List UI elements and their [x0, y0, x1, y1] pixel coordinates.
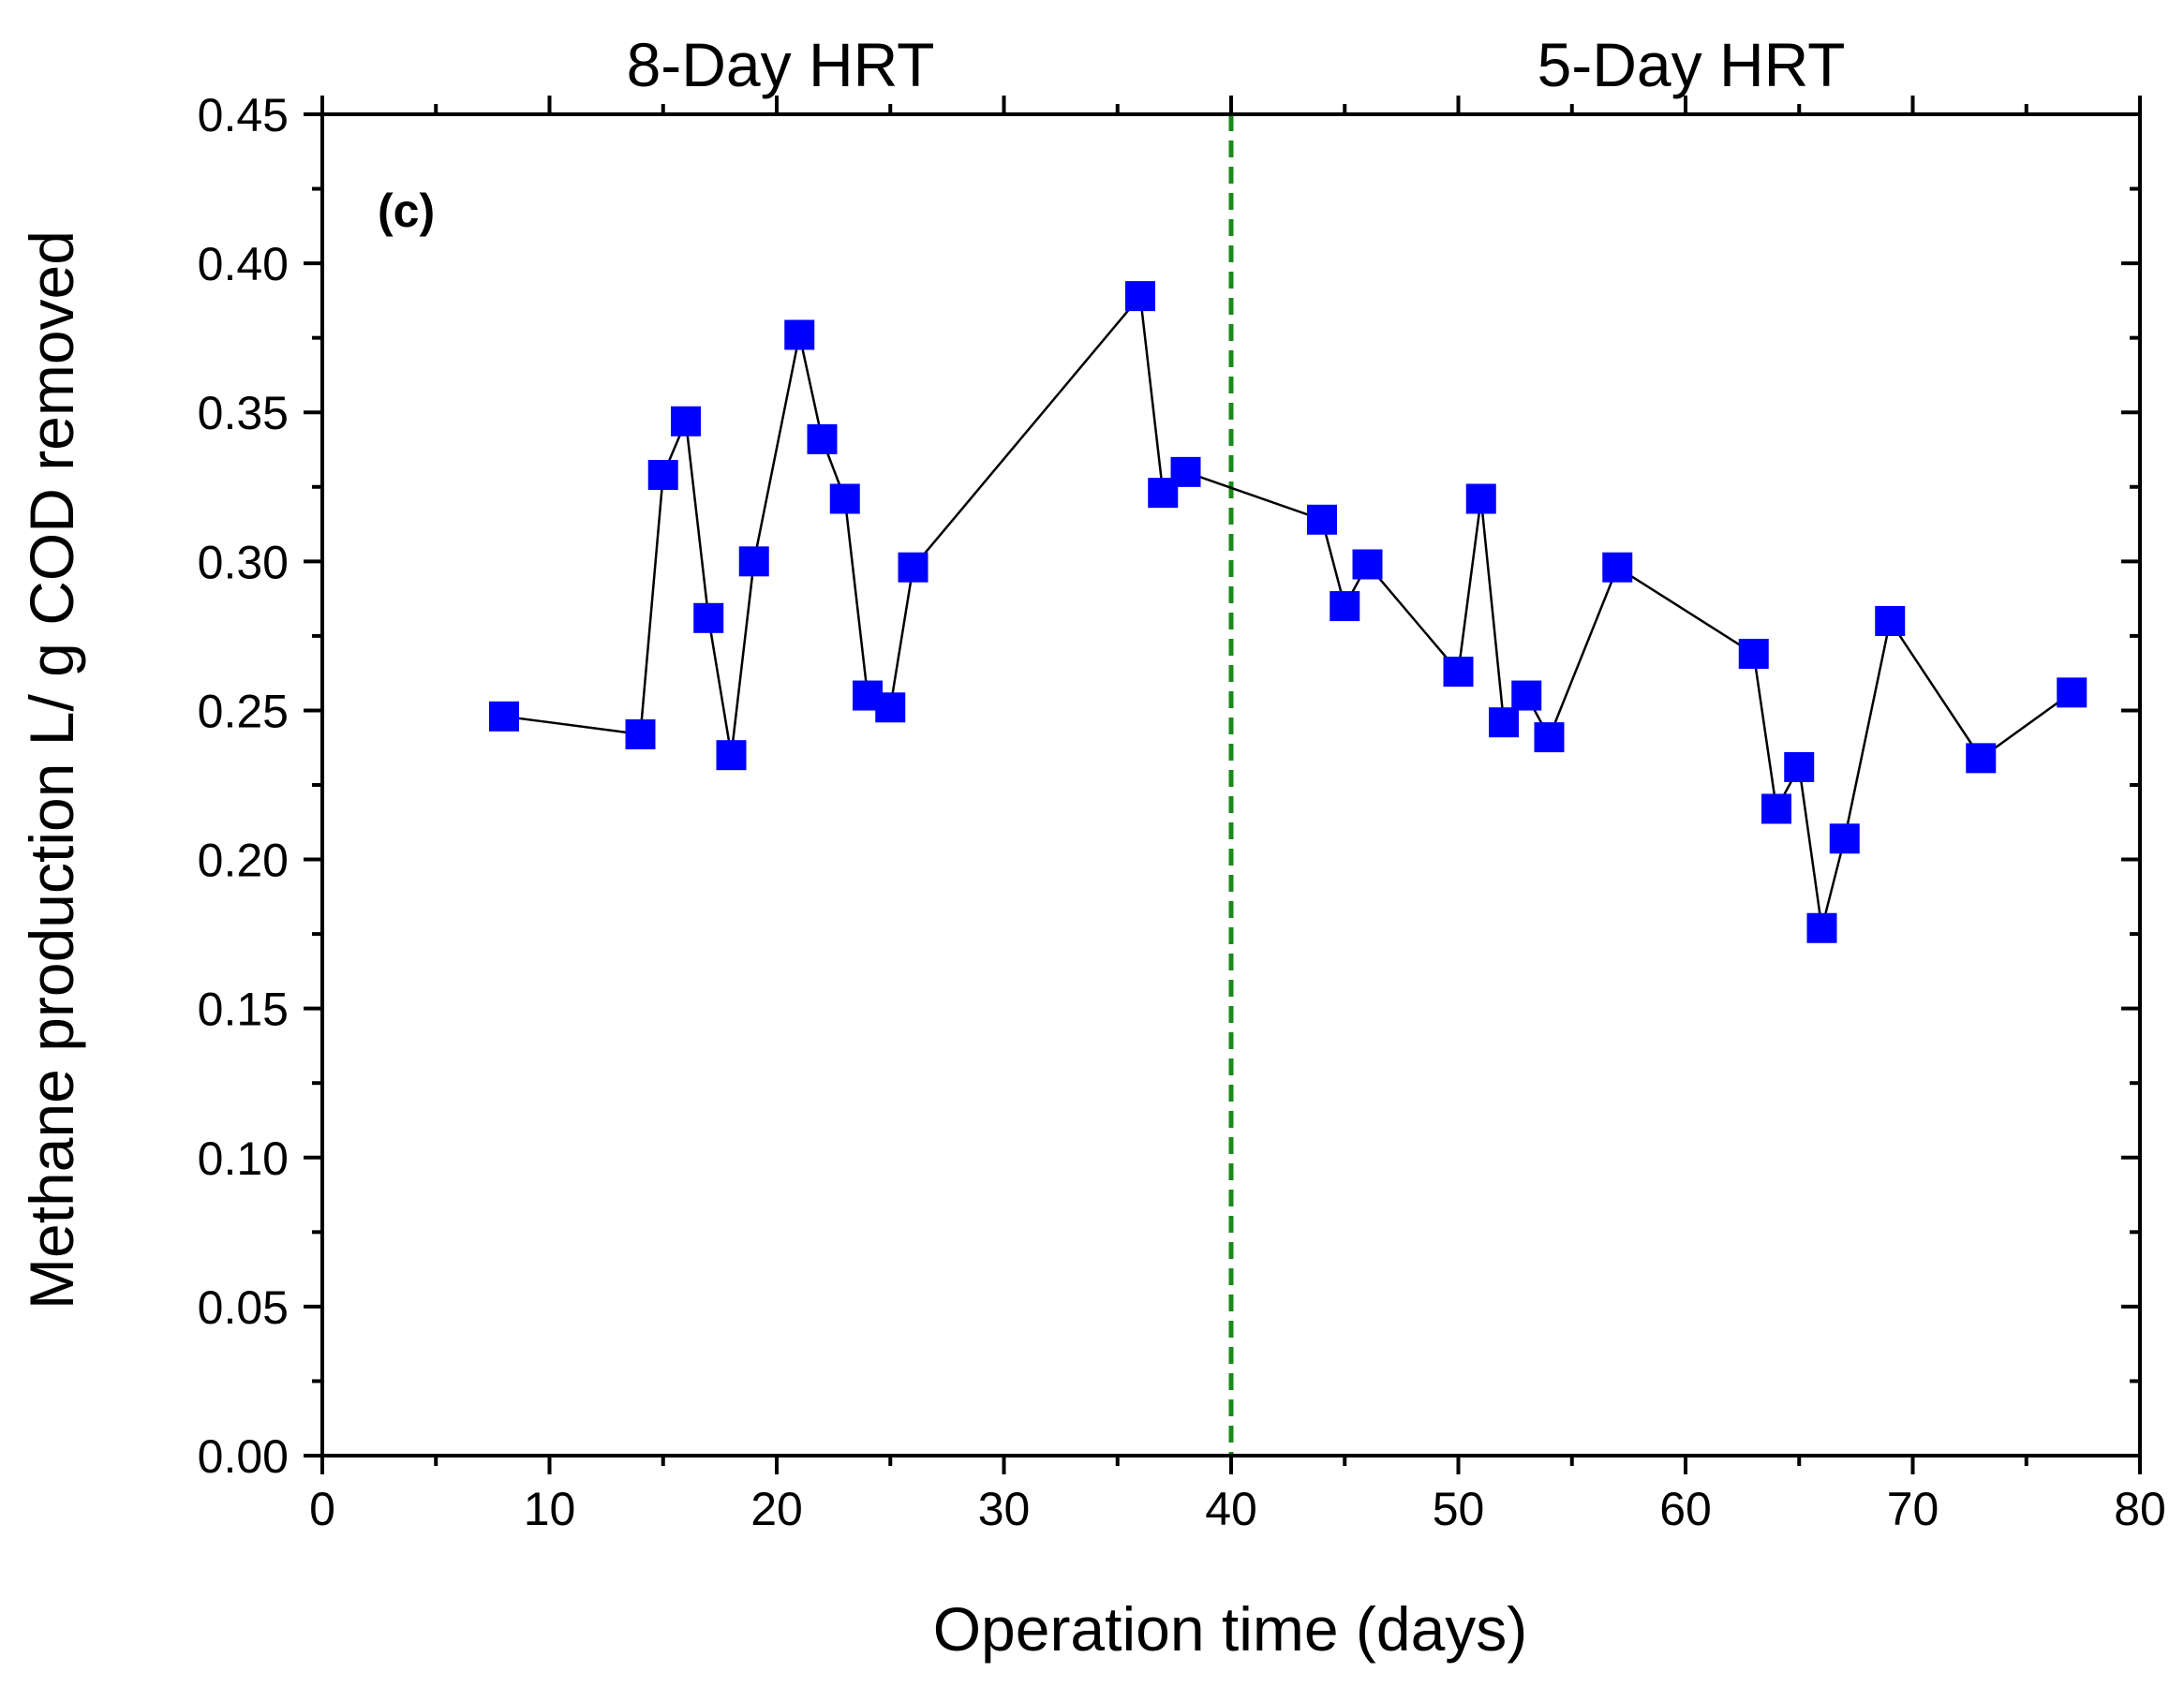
y-tick-label: 0.25 [198, 685, 289, 737]
data-point [1966, 743, 1997, 774]
x-tick-label: 10 [524, 1483, 576, 1535]
x-tick-label: 30 [978, 1483, 1031, 1535]
data-point [1125, 281, 1155, 312]
data-point [1738, 638, 1769, 669]
x-tick-label: 40 [1205, 1483, 1257, 1535]
data-point [1534, 722, 1565, 753]
data-point [489, 701, 519, 732]
x-tick-label: 50 [1433, 1483, 1485, 1535]
y-tick-label: 0.30 [198, 536, 289, 588]
data-point [1352, 549, 1383, 580]
data-point [1307, 504, 1337, 535]
y-tick-label: 0.05 [198, 1281, 289, 1334]
x-tick-label: 20 [750, 1483, 803, 1535]
x-tick-label: 60 [1659, 1483, 1712, 1535]
y-axis-title: Methane production L/ g COD removed [17, 230, 86, 1310]
panel-label: (c) [378, 185, 435, 237]
data-point [1829, 823, 1860, 854]
data-point [875, 692, 906, 723]
data-markers [489, 281, 2087, 943]
data-point [1443, 657, 1474, 688]
data-point [2057, 677, 2087, 708]
data-point [1465, 483, 1496, 514]
y-tick-label: 0.15 [198, 984, 289, 1036]
y-tick-label: 0.20 [198, 835, 289, 887]
y-tick-label: 0.35 [198, 387, 289, 439]
data-point [1784, 751, 1815, 782]
plot-frame [320, 112, 2142, 1458]
y-tick-label: 0.00 [198, 1430, 289, 1483]
data-point [625, 718, 656, 749]
region-label-8day: 8-Day HRT [627, 30, 935, 99]
data-point [693, 602, 724, 633]
y-tick-label: 0.45 [198, 89, 289, 141]
y-tick-label: 0.40 [198, 238, 289, 290]
data-point [671, 406, 701, 437]
data-point [716, 740, 747, 771]
data-point [1761, 793, 1791, 824]
data-point [1806, 912, 1837, 943]
data-point [1875, 605, 1906, 636]
data-point [829, 483, 860, 514]
data-point [647, 460, 678, 491]
tick-labels: 0 10 20 30 40 50 60 70 80 0.00 0.05 0.10 0.15 0.20 0.2… [198, 89, 2166, 1535]
x-tick-label: 80 [2114, 1483, 2166, 1535]
data-point [738, 546, 769, 577]
data-point [807, 423, 838, 454]
data-point [1602, 552, 1633, 583]
region-label-5day: 5-Day HRT [1538, 30, 1846, 99]
x-tick-label: 0 [309, 1483, 335, 1535]
data-point [784, 319, 815, 350]
data-point [1170, 456, 1201, 487]
y-tick-label: 0.10 [198, 1132, 289, 1185]
x-axis-title: Operation time (days) [933, 1594, 1528, 1664]
x-tick-label: 70 [1887, 1483, 1939, 1535]
data-point [1330, 591, 1360, 622]
data-point [898, 552, 929, 583]
data-point [1489, 707, 1519, 738]
data-point [1511, 680, 1542, 711]
